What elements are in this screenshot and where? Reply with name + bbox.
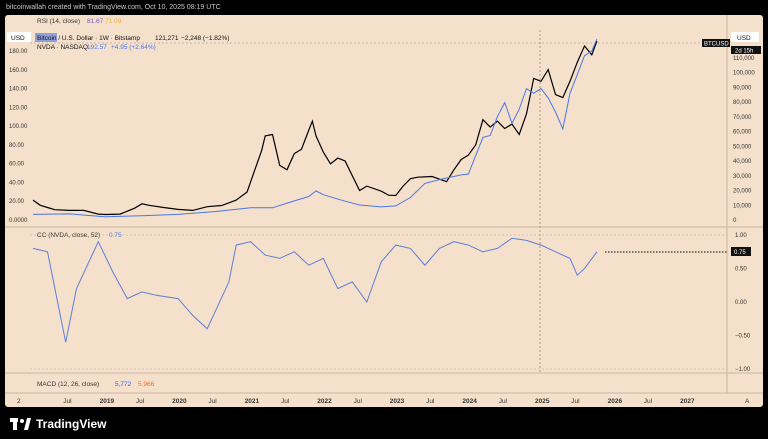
nvda-legend-change: +4.95 (+2.64%) xyxy=(111,44,156,51)
left-axis-tick: 0.0000 xyxy=(9,218,28,224)
currency-label-right: USD xyxy=(737,35,751,42)
right-axis-tick: 50,000 xyxy=(733,144,752,150)
cc-label: CC (NVDA, close, 52) xyxy=(37,232,100,239)
cc-axis-tick: −1.00 xyxy=(735,367,751,373)
currency-box-right[interactable] xyxy=(731,32,759,42)
left-axis-tick: 120.00 xyxy=(9,105,28,111)
cc-axis-tick: 1.00 xyxy=(735,233,747,239)
footer-brand: TradingView xyxy=(36,417,107,431)
btc-price-tag-label: BTCUSD xyxy=(704,42,729,48)
time-axis-tick: Jul xyxy=(354,398,363,405)
btc-series-line[interactable] xyxy=(32,40,598,216)
left-axis-tick: 40.00 xyxy=(9,180,25,186)
time-axis-tick: 2025 xyxy=(535,398,550,405)
left-axis-tick: 100.00 xyxy=(9,124,28,130)
time-axis-tick: Jul xyxy=(63,398,72,405)
time-axis-tick: 2024 xyxy=(462,398,477,405)
time-axis-tick: 2019 xyxy=(100,398,115,405)
time-axis-start: 2 xyxy=(17,398,21,405)
macd-value-2: 5,966 xyxy=(138,381,155,388)
left-axis-tick: 20.00 xyxy=(9,199,25,205)
time-axis-tick: 2026 xyxy=(608,398,623,405)
right-axis-tick: 100,000 xyxy=(733,71,755,77)
nvda-legend-text: NVDA · NASDAQ xyxy=(37,44,88,51)
time-axis-tick: 2027 xyxy=(680,398,695,405)
time-axis-tick: 2021 xyxy=(245,398,260,405)
rsi-label: RSI (14, close) xyxy=(37,18,80,25)
currency-label-left: USD xyxy=(11,35,25,42)
tradingview-logo-icon xyxy=(10,418,31,430)
tradingview-logo[interactable]: TradingView xyxy=(10,417,106,431)
time-axis-tick: Jul xyxy=(499,398,508,405)
btc-legend-value: 121,271 xyxy=(155,35,179,42)
right-axis-tick: 70,000 xyxy=(733,115,752,121)
rsi-value-1: 81.67 xyxy=(87,18,104,25)
time-axis-end[interactable]: A xyxy=(745,398,750,405)
cc-axis-tick: 0.00 xyxy=(735,300,747,306)
left-axis-tick: 180.00 xyxy=(9,49,28,55)
currency-box-left[interactable] xyxy=(7,32,31,42)
btc-symbol-box[interactable] xyxy=(35,33,57,42)
time-axis-tick: 2022 xyxy=(317,398,332,405)
time-axis-tick: Jul xyxy=(426,398,435,405)
right-axis-tick: 30,000 xyxy=(733,174,752,180)
nvda-series-line[interactable] xyxy=(32,39,598,218)
right-axis-tick: 90,000 xyxy=(733,85,752,91)
macd-label: MACD (12, 26, close) xyxy=(37,381,99,388)
btc-time-tag-label: 2d 15h xyxy=(735,49,753,55)
cc-value-tag xyxy=(731,247,751,256)
btc-time-tag xyxy=(731,46,761,54)
time-axis-tick: Jul xyxy=(571,398,580,405)
cc-legend-value: 0.75 xyxy=(109,232,122,239)
header-attribution: bitcoinwallah created with TradingView.c… xyxy=(6,4,221,11)
left-axis-tick: 140.00 xyxy=(9,87,28,93)
btc-legend-change: −2,248 (−1.82%) xyxy=(181,35,229,42)
left-axis-tick: 60.00 xyxy=(9,162,25,168)
right-axis-tick: 0 xyxy=(733,218,737,224)
right-axis-tick: 60,000 xyxy=(733,130,752,136)
footer: TradingView xyxy=(0,407,768,439)
left-axis-tick: 80.00 xyxy=(9,143,25,149)
right-axis-tick: 110,000 xyxy=(733,56,755,62)
time-axis-tick: 2023 xyxy=(390,398,405,405)
chart-canvas[interactable]: RSI (14, close) 81.67 71.09 USD Bitcoin … xyxy=(5,15,763,407)
time-axis-tick: 2020 xyxy=(172,398,187,405)
cc-axis-tick: 0.50 xyxy=(735,267,747,273)
rsi-value-2: 71.09 xyxy=(105,18,122,25)
time-axis-tick: Jul xyxy=(136,398,145,405)
left-axis-tick: 160.00 xyxy=(9,68,28,74)
cc-value-tag-label: 0.75 xyxy=(734,250,746,256)
time-axis-tick: Jul xyxy=(644,398,653,405)
time-axis-tick: Jul xyxy=(208,398,217,405)
chart-frame: RSI (14, close) 81.67 71.09 USD Bitcoin … xyxy=(5,15,763,407)
right-axis-tick: 40,000 xyxy=(733,159,752,165)
btc-legend-text: Bitcoin / U.S. Dollar · 1W · Bitstamp xyxy=(37,35,140,42)
nvda-legend-value: 192.57 xyxy=(87,44,107,51)
right-axis-tick: 10,000 xyxy=(733,203,752,209)
cc-series-line[interactable] xyxy=(32,237,598,343)
time-axis-tick: Jul xyxy=(281,398,290,405)
btc-price-tag xyxy=(702,39,730,47)
cc-axis-tick: −0.50 xyxy=(735,334,751,340)
right-axis-tick: 20,000 xyxy=(733,189,752,195)
macd-value-1: 5,772 xyxy=(115,381,132,388)
right-axis-tick: 80,000 xyxy=(733,100,752,106)
